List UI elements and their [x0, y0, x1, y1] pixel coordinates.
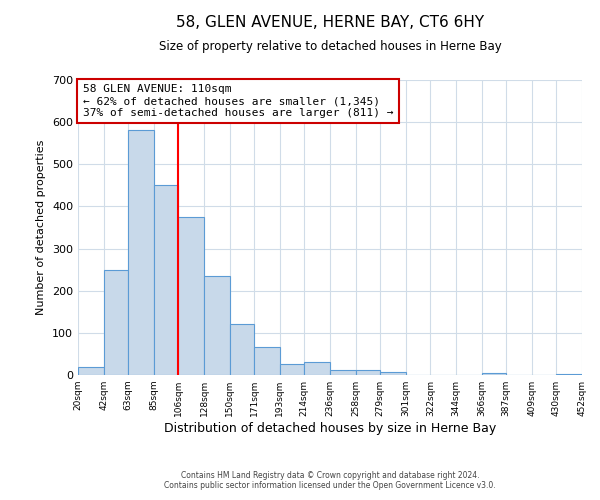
- Bar: [230, 324, 254, 375]
- Bar: [280, 364, 304, 375]
- Bar: [482, 373, 506, 375]
- Bar: [128, 130, 154, 375]
- Bar: [204, 276, 230, 375]
- Bar: [154, 186, 178, 375]
- Bar: [78, 368, 104, 375]
- Bar: [356, 370, 380, 375]
- X-axis label: Distribution of detached houses by size in Herne Bay: Distribution of detached houses by size …: [164, 422, 496, 435]
- Y-axis label: Number of detached properties: Number of detached properties: [37, 140, 46, 315]
- Text: Contains HM Land Registry data © Crown copyright and database right 2024.
Contai: Contains HM Land Registry data © Crown c…: [164, 470, 496, 490]
- Text: 58, GLEN AVENUE, HERNE BAY, CT6 6HY: 58, GLEN AVENUE, HERNE BAY, CT6 6HY: [176, 15, 484, 30]
- Bar: [104, 270, 128, 375]
- Text: Size of property relative to detached houses in Herne Bay: Size of property relative to detached ho…: [158, 40, 502, 53]
- Bar: [380, 372, 406, 375]
- Bar: [304, 362, 330, 375]
- Text: 58 GLEN AVENUE: 110sqm
← 62% of detached houses are smaller (1,345)
37% of semi-: 58 GLEN AVENUE: 110sqm ← 62% of detached…: [83, 84, 394, 117]
- Bar: [178, 217, 204, 375]
- Bar: [254, 347, 280, 375]
- Bar: [330, 370, 356, 375]
- Bar: [556, 374, 582, 375]
